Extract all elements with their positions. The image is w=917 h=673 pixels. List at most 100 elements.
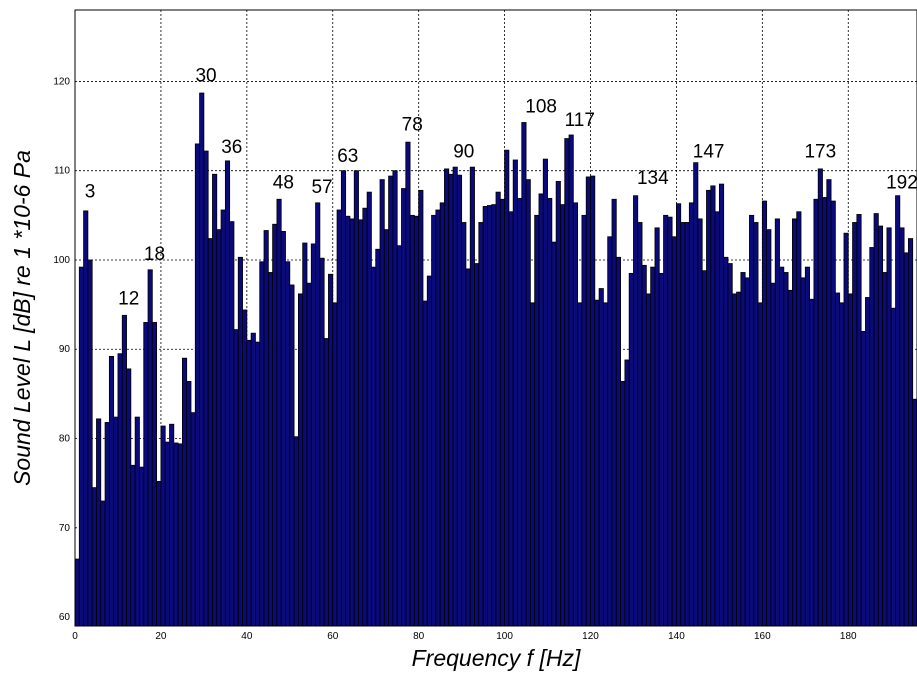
bar (792, 218, 798, 627)
bar (908, 238, 914, 627)
bar (547, 197, 553, 627)
bar (650, 266, 656, 627)
bar (834, 292, 841, 627)
bar (710, 185, 716, 627)
bar (568, 134, 574, 627)
bar (117, 353, 123, 627)
bar (255, 341, 261, 627)
bar (542, 158, 548, 627)
bar (877, 225, 884, 627)
bar (435, 209, 441, 627)
bar (701, 270, 707, 627)
x-tick-label: 80 (413, 631, 425, 642)
bar (761, 200, 768, 627)
bar (233, 329, 239, 627)
bar (83, 210, 89, 627)
bar (645, 293, 652, 627)
bar (736, 291, 742, 627)
bar (121, 314, 127, 627)
bar (250, 332, 256, 627)
bar (212, 173, 218, 627)
peak-label: 3 (85, 181, 96, 202)
bar (456, 174, 463, 627)
bar (564, 138, 570, 627)
x-tick-label: 0 (72, 631, 78, 642)
bar (779, 266, 785, 627)
bar (783, 272, 789, 627)
bar (323, 338, 329, 627)
bar (293, 436, 299, 627)
bar (753, 222, 759, 627)
bar (401, 188, 407, 627)
bar (388, 175, 394, 627)
bar (663, 214, 669, 627)
peak-label: 173 (804, 141, 836, 162)
bar (100, 500, 106, 627)
bar (169, 423, 175, 627)
bar (529, 302, 536, 627)
bar (676, 203, 682, 627)
bar (375, 248, 381, 627)
bar (147, 269, 153, 627)
bar (804, 266, 811, 627)
peak-label: 134 (637, 168, 669, 189)
bar (551, 241, 557, 627)
bar (413, 215, 420, 627)
y-tick-label: 70 (59, 523, 71, 534)
bar (452, 166, 458, 627)
bar (899, 227, 905, 627)
bar (843, 232, 849, 627)
bar (328, 273, 334, 627)
bar (822, 197, 828, 627)
x-tick-label: 40 (241, 631, 253, 642)
peak-label: 90 (453, 141, 474, 162)
bar (130, 464, 136, 627)
y-tick-label: 80 (59, 434, 71, 445)
bar (628, 272, 634, 627)
bar (693, 162, 699, 627)
bar (194, 143, 200, 627)
bar (749, 214, 755, 627)
bar (688, 202, 695, 627)
bar (177, 443, 183, 627)
bar (259, 261, 265, 627)
bar (740, 272, 746, 627)
bar (637, 222, 643, 627)
peak-label: 108 (525, 97, 557, 118)
bar (358, 219, 364, 627)
bar (714, 211, 720, 627)
bar (731, 293, 737, 627)
bar (633, 195, 639, 627)
bar (800, 277, 806, 627)
bar (517, 197, 523, 627)
bar (267, 272, 274, 627)
y-axis-label: Sound Level L [dB] re 1 *10-6 Pa (9, 150, 35, 486)
x-tick-label: 120 (582, 631, 599, 642)
bar (224, 160, 231, 627)
bar (139, 466, 145, 627)
bar (671, 236, 677, 627)
bar (680, 222, 686, 627)
bar (439, 202, 445, 627)
bar (727, 263, 733, 627)
x-tick-label: 60 (327, 631, 339, 642)
x-tick-labels: 0 20 40 60 80 100 120 140 160 180 (72, 631, 857, 642)
bar (186, 380, 192, 627)
bar (482, 206, 488, 627)
bar (143, 322, 149, 627)
bar (774, 218, 780, 627)
bar (285, 261, 291, 627)
bar (895, 195, 901, 627)
bar (315, 202, 321, 627)
bar (383, 229, 390, 627)
bar (817, 168, 823, 627)
bar (594, 299, 600, 627)
bar (491, 204, 497, 627)
bar (744, 277, 750, 627)
y-tick-label: 100 (53, 255, 70, 266)
bar (319, 257, 325, 627)
bar (289, 284, 295, 627)
bar (581, 214, 587, 627)
bar (345, 215, 351, 627)
